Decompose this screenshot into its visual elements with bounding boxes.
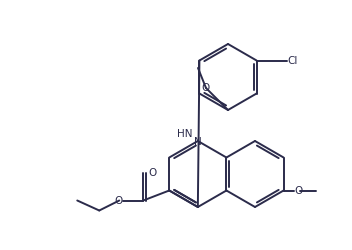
- Text: O: O: [114, 196, 122, 206]
- Text: Cl: Cl: [288, 56, 298, 66]
- Text: O: O: [295, 186, 303, 196]
- Text: O: O: [148, 168, 157, 178]
- Text: O: O: [202, 83, 210, 93]
- Text: HN: HN: [177, 128, 193, 138]
- Text: N: N: [194, 136, 202, 146]
